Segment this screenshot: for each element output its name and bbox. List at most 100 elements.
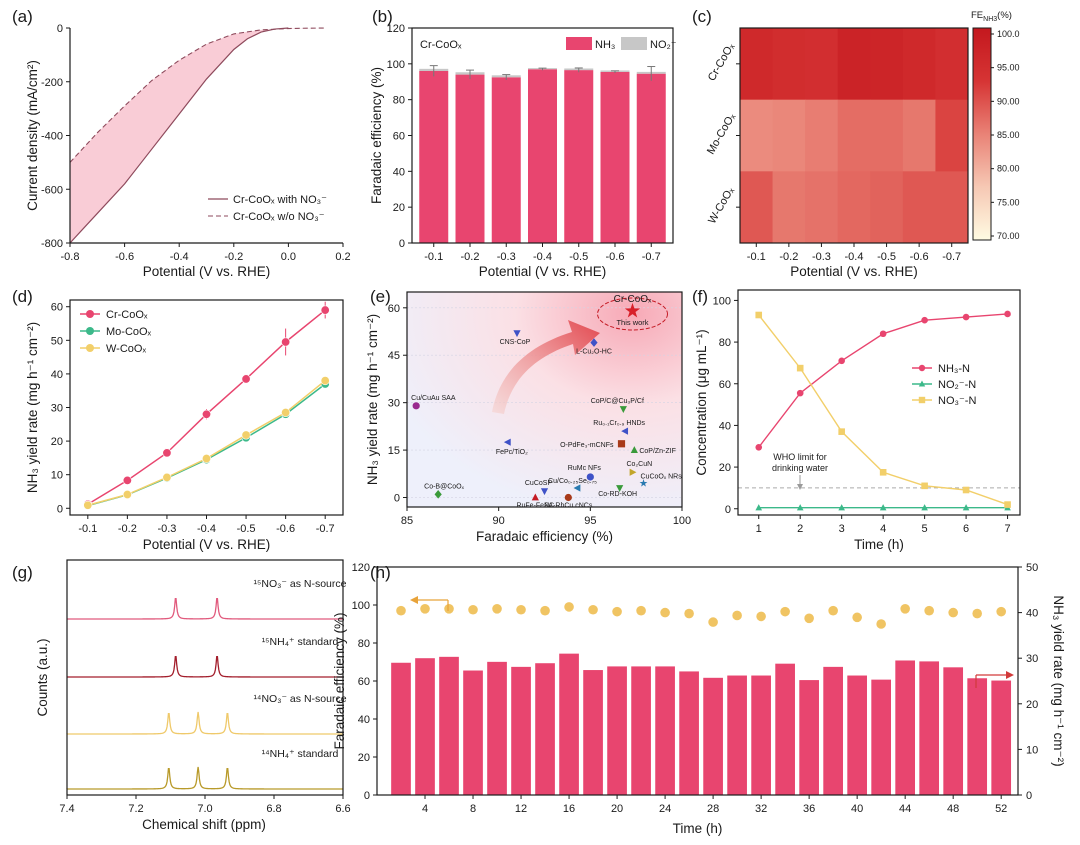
point-label: O-PdFe₃-mCNFs [560, 442, 614, 449]
x-tick-label: 0.2 [335, 251, 350, 263]
panel-label: (d) [12, 287, 33, 306]
fe-point [564, 602, 574, 612]
data-point [838, 428, 845, 435]
heatmap-cell [837, 28, 871, 101]
fe-point [804, 613, 814, 624]
x-tick-label: -0.3 [157, 523, 176, 535]
legend-text: NO₃⁻-N [938, 395, 976, 407]
bar-yield [583, 670, 603, 795]
panel-h: 4 8 12 16 20 24 28 32 36 40 44 48 520204060801001200… [332, 562, 1066, 836]
x-tick-label: -0.5 [877, 251, 896, 263]
bar-yield [919, 661, 940, 795]
y-tick-label: 0 [399, 238, 405, 250]
reference-label: WHO limit for [773, 452, 827, 462]
y-tick-label: 80 [719, 337, 731, 349]
plot-frame [406, 291, 683, 508]
y-tick-label: 60 [393, 131, 405, 143]
x-tick-label: 100 [673, 515, 691, 527]
point-label: Co-RD-KOH [598, 491, 637, 498]
colorbar-tick-label: 70.00 [997, 231, 1020, 241]
bar-yield [463, 670, 483, 795]
data-point [531, 493, 539, 501]
fe-point [588, 604, 598, 615]
x-tick-label: 32 [755, 803, 767, 815]
data-point [962, 504, 970, 511]
legend-text: Mo-CoOₓ [106, 326, 152, 338]
fe-point [468, 604, 478, 615]
y-tick-label: -800 [41, 238, 63, 250]
legend-text: Cr-CoOₓ with NO₃⁻ [233, 194, 327, 206]
data-point [616, 485, 624, 492]
series-line-with-no3 [69, 27, 289, 244]
bar-yield [391, 662, 411, 795]
data-point [921, 482, 928, 490]
data-point [796, 364, 804, 372]
data-point [630, 446, 638, 453]
panel-label: (c) [692, 7, 712, 26]
x-axis-label: Potential (V vs. RHE) [479, 264, 607, 279]
bar-yield [823, 666, 843, 795]
y-tick-label: 20 [51, 436, 63, 448]
fe-point [924, 605, 934, 616]
bar-nh3 [491, 77, 521, 243]
colorbar-tick-label: 80.00 [997, 164, 1020, 174]
heatmap-cell [772, 99, 806, 172]
y-tick-label: 40 [393, 166, 405, 178]
panel-label: (f) [692, 287, 708, 306]
data-point [162, 472, 172, 482]
point-label: CNS-CoP [500, 339, 531, 346]
x-tick-label: 36 [803, 803, 815, 815]
heatmap-cell [870, 99, 904, 172]
bar-nh3 [600, 71, 630, 243]
fe-point [516, 604, 526, 615]
data-point [320, 376, 330, 386]
y-tick-label: 60 [388, 303, 400, 315]
bar-yield [559, 653, 579, 795]
y-axis-label: Concentration (μg mL⁻¹) [694, 329, 709, 475]
fe-point [444, 604, 454, 614]
data-point [879, 468, 887, 476]
nmr-trace [66, 711, 344, 735]
point-label: CuCoOₓ NRs [641, 473, 683, 480]
point-label: Co₂CuN [627, 461, 653, 468]
legend-text: NH₃ [595, 39, 615, 51]
nmr-trace [66, 766, 344, 790]
fe-point [948, 607, 958, 618]
legend-text: Cr-CoOₓ w/o NO₃⁻ [233, 211, 325, 223]
data-point [619, 406, 627, 413]
heatmap-cell [935, 171, 969, 244]
data-point [202, 454, 212, 464]
panel-g: ¹⁵NO₃⁻ as N-source ¹⁵NH₄⁺ standard ¹⁴NO₃⁻ … [12, 559, 351, 832]
y-tick-label: 80 [393, 95, 405, 107]
x-axis-label: Faradaic efficiency (%) [476, 529, 613, 544]
fe-point [852, 612, 862, 623]
data-point [629, 468, 637, 476]
series-line [87, 309, 326, 505]
data-point [755, 311, 763, 319]
plot-background [407, 292, 682, 507]
panel-label: (e) [370, 287, 391, 306]
y-tick-label: 45 [388, 350, 400, 362]
panel-a: -0.8 -0.6 -0.4 -0.2 0.0 0.2 -800 -600 -400 -200 0 C… [12, 7, 351, 279]
panel-label: (b) [372, 7, 393, 26]
data-point [796, 504, 804, 511]
fe-point [396, 605, 406, 616]
colorbar-label: FENH3(%) [971, 10, 1012, 23]
x-tick-label: -0.5 [569, 251, 588, 263]
bar-yield [847, 675, 867, 795]
data-point [122, 490, 132, 500]
legend-text: W-CoOₓ [106, 343, 146, 355]
x-tick-label: 0.0 [281, 251, 296, 263]
y-tick-label: 0 [57, 503, 63, 515]
bar-nh3 [419, 71, 449, 243]
legend-swatch-nh3 [566, 37, 592, 50]
fe-point [492, 604, 502, 614]
colorbar-tick-label: 85.00 [997, 130, 1020, 140]
bar-yield [655, 666, 675, 795]
bar-yield [679, 671, 699, 795]
x-tick-label: -0.4 [533, 251, 552, 263]
fe-point [612, 606, 622, 617]
fe-point [996, 606, 1006, 617]
bar-nh3 [564, 70, 594, 244]
bar-yield [535, 663, 555, 795]
